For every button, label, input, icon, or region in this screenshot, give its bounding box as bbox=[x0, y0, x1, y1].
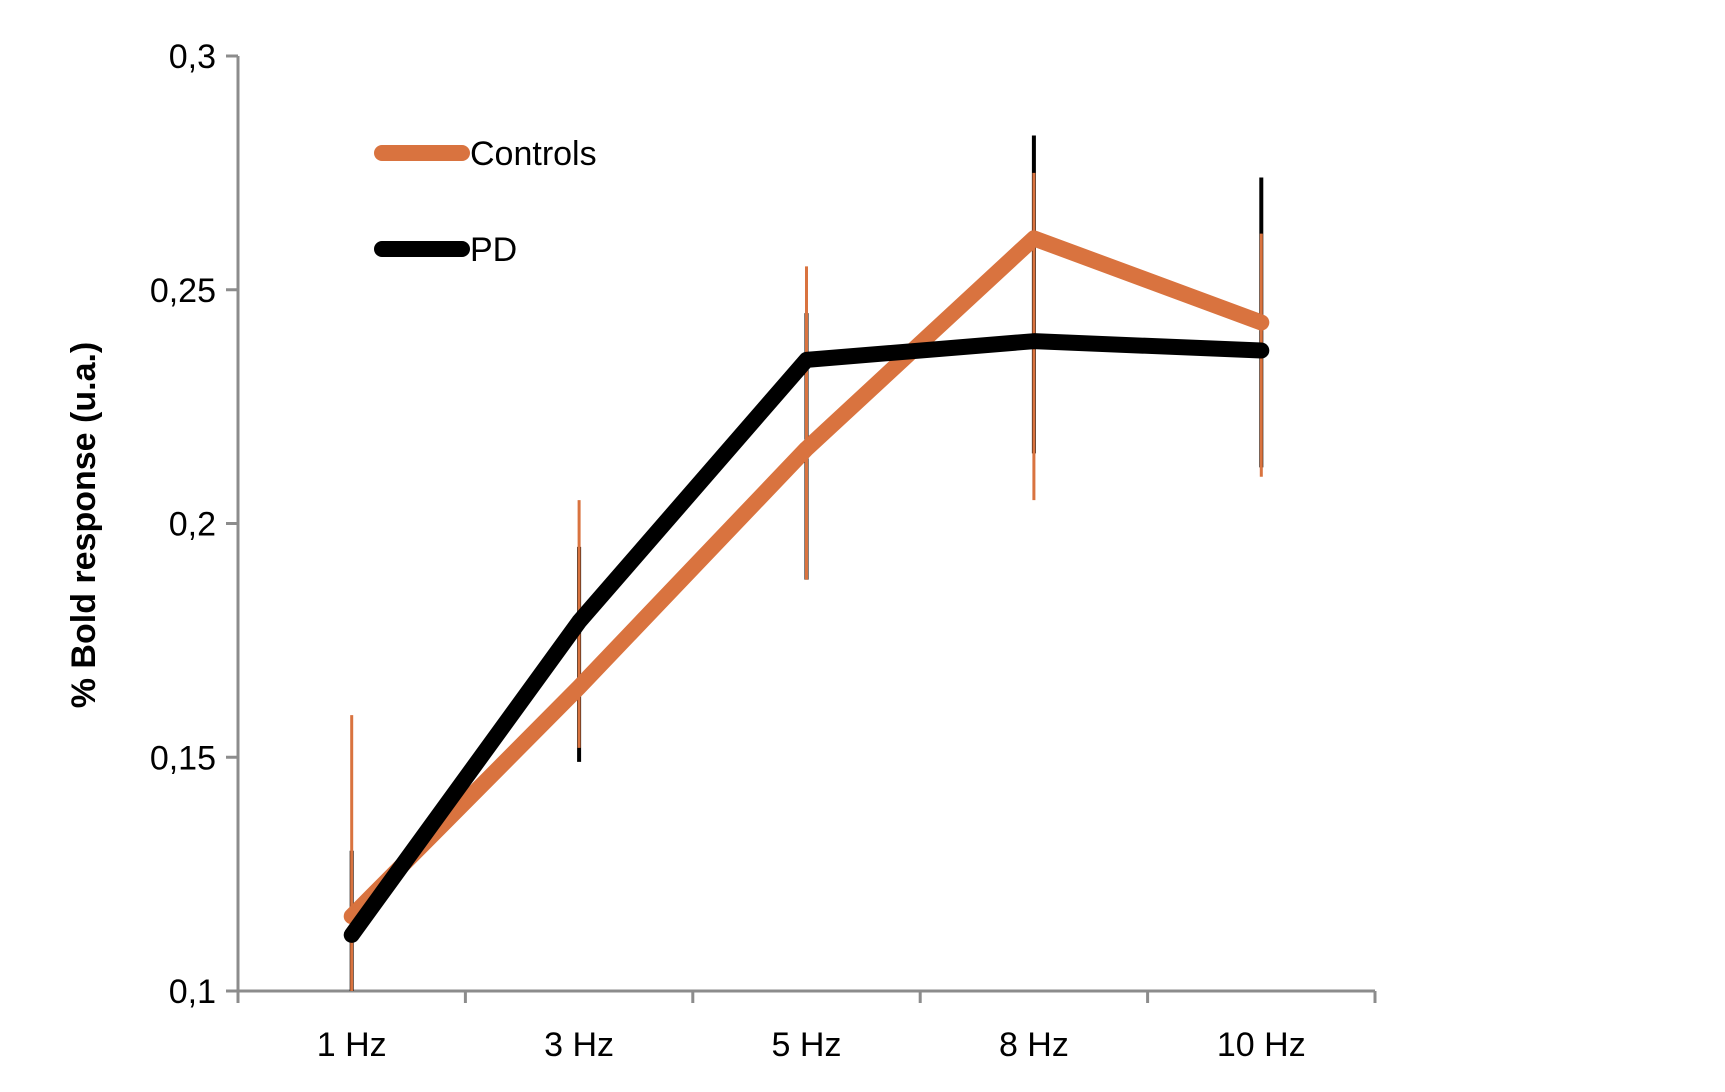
y-tick-label: 0,1 bbox=[169, 973, 216, 1011]
data-point-controls bbox=[1260, 321, 1263, 324]
legend-label-controls: Controls bbox=[470, 135, 597, 173]
axes: 0,1 0,15 0,2 0,25 0,3 1 Hz 3 Hz 5 Hz 8 Hz 10 Hz bbox=[150, 38, 1377, 1064]
x-tick-label: 10 Hz bbox=[1217, 1026, 1306, 1064]
x-tick-label: 5 Hz bbox=[772, 1026, 842, 1064]
data-point-pd bbox=[1260, 349, 1263, 352]
series-lines bbox=[343, 230, 1270, 943]
data-point-pd bbox=[805, 358, 808, 361]
legend-label-pd: PD bbox=[470, 231, 517, 269]
x-tick-label: 8 Hz bbox=[999, 1026, 1069, 1064]
y-tick-label: 0,25 bbox=[150, 272, 216, 310]
data-point-controls bbox=[350, 915, 353, 918]
x-tick-label: 3 Hz bbox=[544, 1026, 614, 1064]
y-tick-label: 0,2 bbox=[169, 506, 216, 544]
legend: Controls PD bbox=[374, 135, 597, 269]
y-axis-title: % Bold response (u.a.) bbox=[65, 342, 103, 709]
y-tick-label: 0,3 bbox=[169, 38, 216, 76]
y-tick-label: 0,15 bbox=[150, 739, 216, 777]
data-point-controls bbox=[1032, 237, 1035, 240]
data-point-pd bbox=[578, 620, 581, 623]
data-point-pd bbox=[1032, 340, 1035, 343]
data-point-controls bbox=[805, 447, 808, 450]
x-tick-label: 1 Hz bbox=[317, 1026, 387, 1064]
data-point-controls bbox=[578, 686, 581, 689]
data-point-pd bbox=[350, 933, 353, 936]
